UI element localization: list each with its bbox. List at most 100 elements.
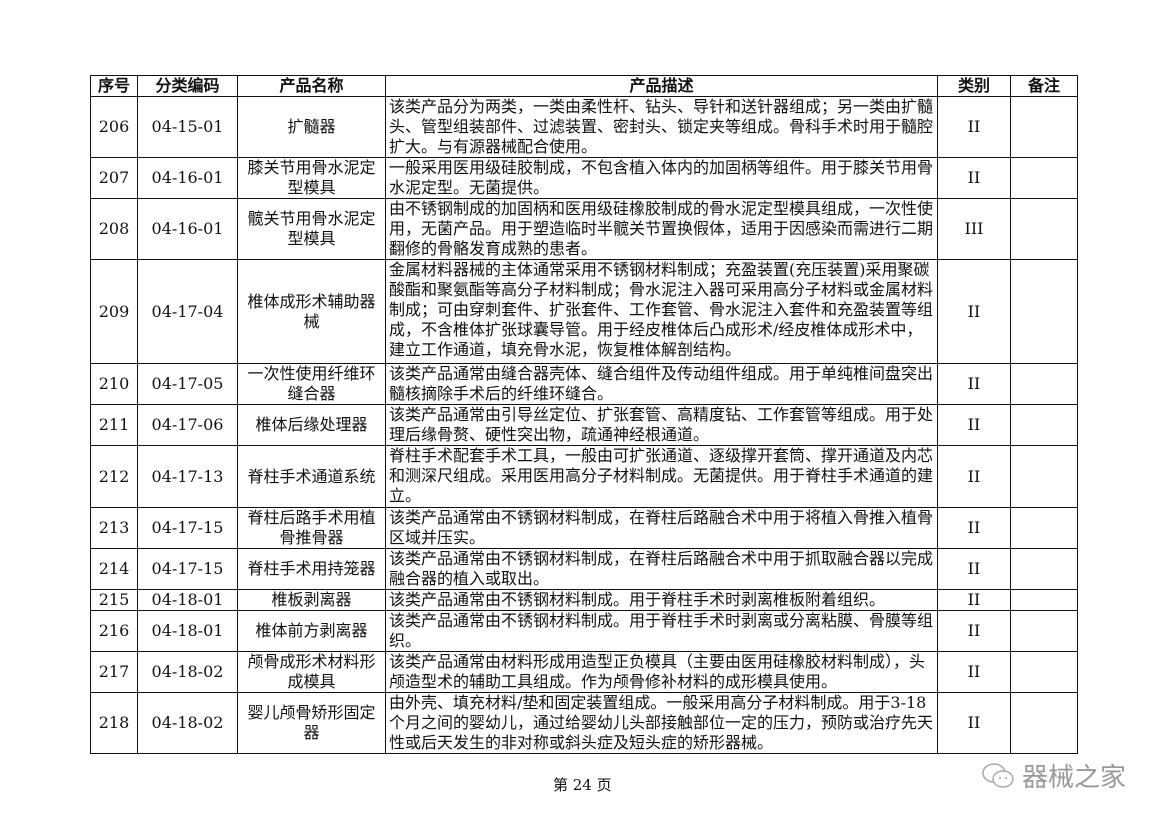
product-description: 该类产品通常由引导丝定位、扩张套管、高精度钻、工作套管等组成。用于处理后缘骨赘、…: [385, 404, 938, 446]
product-name: 脊柱手术通道系统: [237, 445, 386, 508]
product-name: 膝关节用骨水泥定型模具: [237, 157, 386, 199]
table-row: 207 04-16-01 膝关节用骨水泥定型模具 一般采用医用级硅胶制成，不包含植入体…: [90, 157, 1078, 199]
product-description: 金属材料器械的主体通常采用不锈钢材料制成；充盈装置(充压装置)采用聚碳酸酯和聚氨…: [385, 259, 938, 364]
row-number: 210: [90, 363, 138, 405]
remark: [1010, 157, 1078, 199]
product-description: 该类产品通常由不锈钢材料制成。用于脊柱手术时剥离椎板附着组织。: [385, 589, 938, 611]
header-row: 序号 分类编码 产品名称 产品描述 类别 备注: [90, 75, 1078, 97]
product-description: 由外壳、填充材料/垫和固定装置组成。一般采用高分子材料制成。用于3-18个月之间…: [385, 692, 938, 754]
header-desc: 产品描述: [385, 75, 938, 97]
product-name: 椎体前方剥离器: [237, 610, 386, 652]
row-number: 216: [90, 610, 138, 652]
category-code: 04-18-01: [137, 589, 238, 611]
category-code: 04-17-15: [137, 507, 238, 549]
product-name: 一次性使用纤维环缝合器: [237, 363, 386, 405]
product-description: 该类产品通常由缝合器壳体、缝合组件及传动组件组成。用于单纯椎间盘突出髓核摘除手术…: [385, 363, 938, 405]
category-code: 04-17-13: [137, 445, 238, 508]
table-row: 210 04-17-05 一次性使用纤维环缝合器 该类产品通常由缝合器壳体、缝合组件及…: [90, 363, 1078, 405]
device-class: II: [937, 157, 1011, 199]
row-number: 213: [90, 507, 138, 549]
category-code: 04-16-01: [137, 157, 238, 199]
remark: [1010, 259, 1078, 364]
device-class: II: [937, 363, 1011, 405]
product-description: 由不锈钢制成的加固柄和医用级硅橡胶制成的骨水泥定型模具组成，一次性使用，无菌产品…: [385, 198, 938, 260]
product-description: 该类产品通常由不锈钢材料制成，在脊柱后路融合术中用于抓取融合器以完成融合器的植入…: [385, 548, 938, 590]
table-row: 209 04-17-04 椎体成形术辅助器械 金属材料器械的主体通常采用不锈钢材料制成…: [90, 259, 1078, 364]
header-note: 备注: [1010, 75, 1078, 97]
remark: [1010, 363, 1078, 405]
product-name: 椎体后缘处理器: [237, 404, 386, 446]
device-class: III: [937, 198, 1011, 260]
category-code: 04-17-04: [137, 259, 238, 364]
page-number: 第 24 页: [553, 776, 612, 794]
product-name: 扩髓器: [237, 96, 386, 158]
device-class: II: [937, 259, 1011, 364]
product-name: 椎体成形术辅助器械: [237, 259, 386, 364]
product-name: 婴儿颅骨矫形固定器: [237, 692, 386, 754]
product-description: 该类产品通常由不锈钢材料制成。用于脊柱手术时剥离或分离粘膜、骨膜等组织。: [385, 610, 938, 652]
category-code: 04-18-02: [137, 651, 238, 693]
remark: [1010, 198, 1078, 260]
row-number: 211: [90, 404, 138, 446]
row-number: 212: [90, 445, 138, 508]
remark: [1010, 404, 1078, 446]
product-name: 脊柱后路手术用植骨推骨器: [237, 507, 386, 549]
product-description: 一般采用医用级硅胶制成，不包含植入体内的加固柄等组件。用于膝关节用骨水泥定型。无…: [385, 157, 938, 199]
table-row: 214 04-17-15 脊柱手术用持笼器 该类产品通常由不锈钢材料制成，在脊柱后路融…: [90, 548, 1078, 590]
table-row: 213 04-17-15 脊柱后路手术用植骨推骨器 该类产品通常由不锈钢材料制成，在脊…: [90, 507, 1078, 549]
product-description: 该类产品通常由不锈钢材料制成，在脊柱后路融合术中用于将植入骨推入植骨区域并压实。: [385, 507, 938, 549]
table-row: 212 04-17-13 脊柱手术通道系统 脊柱手术配套手术工具，一般由可扩张通道、逐…: [90, 445, 1078, 508]
row-number: 218: [90, 692, 138, 754]
table-row: 217 04-18-02 颅骨成形术材料形成模具 该类产品通常由材料形成用造型正负模具…: [90, 651, 1078, 693]
product-name: 髋关节用骨水泥定型模具: [237, 198, 386, 260]
category-code: 04-16-01: [137, 198, 238, 260]
remark: [1010, 610, 1078, 652]
remark: [1010, 445, 1078, 508]
remark: [1010, 589, 1078, 611]
product-description: 脊柱手术配套手术工具，一般由可扩张通道、逐级撑开套筒、撑开通道及内芯和测深尺组成…: [385, 445, 938, 508]
product-table: 序号 分类编码 产品名称 产品描述 类别 备注 206 04-15-01 扩髓器 该类…: [90, 75, 1078, 754]
remark: [1010, 692, 1078, 754]
category-code: 04-18-01: [137, 610, 238, 652]
row-number: 207: [90, 157, 138, 199]
table-row: 206 04-15-01 扩髓器 该类产品分为两类，一类由柔性杆、钻头、导针和送针器组…: [90, 96, 1078, 158]
device-class: II: [937, 548, 1011, 590]
product-name: 椎板剥离器: [237, 589, 386, 611]
row-number: 206: [90, 96, 138, 158]
remark: [1010, 651, 1078, 693]
device-class: II: [937, 445, 1011, 508]
row-number: 208: [90, 198, 138, 260]
watermark: 器械之家: [980, 757, 1126, 794]
remark: [1010, 96, 1078, 158]
table-row: 216 04-18-01 椎体前方剥离器 该类产品通常由不锈钢材料制成。用于脊柱手术时…: [90, 610, 1078, 652]
remark: [1010, 507, 1078, 549]
header-code: 分类编码: [137, 75, 238, 97]
category-code: 04-17-15: [137, 548, 238, 590]
product-description: 该类产品通常由材料形成用造型正负模具（主要由医用硅橡胶材料制成），头颅造型术的辅…: [385, 651, 938, 693]
remark: [1010, 548, 1078, 590]
row-number: 215: [90, 589, 138, 611]
row-number: 217: [90, 651, 138, 693]
table-row: 208 04-16-01 髋关节用骨水泥定型模具 由不锈钢制成的加固柄和医用级硅橡胶制…: [90, 198, 1078, 260]
table-row: 211 04-17-06 椎体后缘处理器 该类产品通常由引导丝定位、扩张套管、高精度钻…: [90, 404, 1078, 446]
category-code: 04-15-01: [137, 96, 238, 158]
device-class: II: [937, 589, 1011, 611]
watermark-text: 器械之家: [1022, 763, 1127, 793]
device-class: II: [937, 96, 1011, 158]
wechat-icon: [982, 762, 1014, 788]
category-code: 04-17-06: [137, 404, 238, 446]
row-number: 214: [90, 548, 138, 590]
device-class: II: [937, 404, 1011, 446]
product-description: 该类产品分为两类，一类由柔性杆、钻头、导针和送针器组成；另一类由扩髓头、管型组装…: [385, 96, 938, 158]
category-code: 04-17-05: [137, 363, 238, 405]
header-no: 序号: [90, 75, 138, 97]
row-number: 209: [90, 259, 138, 364]
header-class: 类别: [937, 75, 1011, 97]
device-class: II: [937, 692, 1011, 754]
table-row: 215 04-18-01 椎板剥离器 该类产品通常由不锈钢材料制成。用于脊柱手术时剥离…: [90, 589, 1078, 611]
category-code: 04-18-02: [137, 692, 238, 754]
header-name: 产品名称: [237, 75, 386, 97]
device-class: II: [937, 610, 1011, 652]
table-row: 218 04-18-02 婴儿颅骨矫形固定器 由外壳、填充材料/垫和固定装置组成。一般…: [90, 692, 1078, 754]
device-class: II: [937, 651, 1011, 693]
